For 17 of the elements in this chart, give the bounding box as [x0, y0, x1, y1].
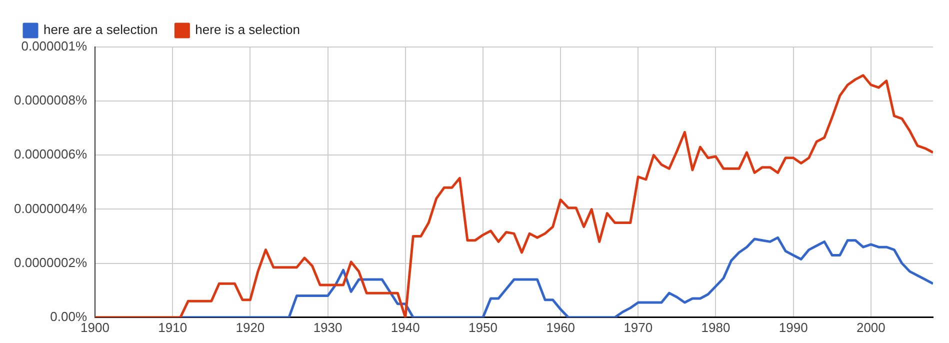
y-tick-label: 0.000001%	[21, 38, 88, 54]
x-tick-label: 1940	[390, 320, 420, 335]
legend-label: here is a selection	[195, 22, 300, 38]
legend-label: here are a selection	[44, 22, 158, 38]
y-tick-label: 0.0000002%	[14, 254, 88, 270]
x-tick-label: 2000	[856, 320, 886, 335]
x-tick-label: 1950	[468, 320, 498, 335]
y-tick-label: 0.0000006%	[14, 146, 88, 162]
y-tick-label: 0.0000004%	[14, 200, 88, 216]
x-tick-label: 1980	[701, 320, 730, 335]
x-tick-label: 1960	[546, 320, 576, 335]
x-tick-label: 1910	[158, 320, 188, 335]
x-tick-label: 1930	[313, 320, 342, 335]
x-tick-label: 1990	[778, 320, 808, 335]
x-tick-label: 1970	[624, 320, 653, 335]
x-tick-label: 1920	[236, 320, 265, 335]
y-tick-label: 0.0000008%	[14, 92, 88, 108]
